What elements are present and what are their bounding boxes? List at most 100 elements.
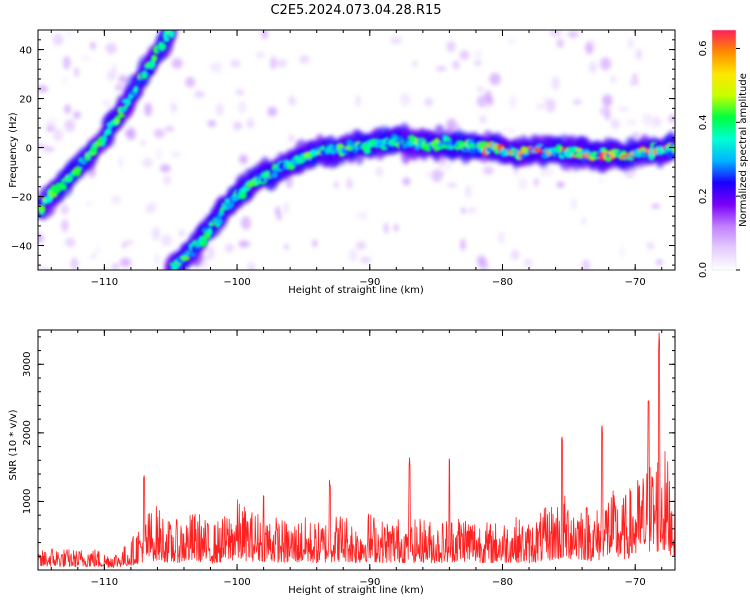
heat-noise-cell xyxy=(556,38,564,48)
heat-noise-cell xyxy=(540,168,546,177)
heat-noise-cell xyxy=(452,60,460,70)
heat-noise-cell xyxy=(214,60,223,74)
heat-noise-cell xyxy=(533,178,539,187)
heat-noise-cell xyxy=(276,212,283,221)
heat-noise-cell xyxy=(504,127,516,134)
heat-noise-cell xyxy=(545,98,556,113)
heat-noise-cell xyxy=(445,162,451,171)
heat-noise-cell xyxy=(556,181,565,188)
heat-noise-cell xyxy=(459,50,470,61)
snr-frame xyxy=(37,329,676,571)
snr-chart: −110 −100 −90 −80 −70 1000 2000 3000 Height of… xyxy=(8,329,676,596)
heat-noise-cell xyxy=(651,203,661,209)
heat-noise-cell xyxy=(170,152,182,157)
heat-noise-cell xyxy=(255,51,266,58)
colorbar: 0.0 0.2 0.4 0.6 Normalized spectral amplitu… xyxy=(698,29,749,278)
spectrogram-heat-layer xyxy=(38,30,675,270)
heat-noise-cell xyxy=(62,75,68,86)
heat-noise-cell xyxy=(124,240,134,245)
heat-noise-cell xyxy=(551,76,560,91)
heat-noise-cell xyxy=(497,231,505,244)
heat-noise-cell xyxy=(384,222,389,234)
heat-noise-cell xyxy=(208,245,215,259)
heat-noise-cell xyxy=(124,131,134,136)
heat-noise-cell xyxy=(348,248,358,262)
heat-noise-cell xyxy=(362,211,368,221)
heat-noise-cell xyxy=(270,56,277,70)
heat-noise-cell xyxy=(238,240,250,248)
colorbar-ticks: 0.0 0.2 0.4 0.6 xyxy=(698,41,740,278)
heat-noise-cell xyxy=(651,116,662,128)
heat-noise-cell xyxy=(156,147,162,161)
heat-noise-cell xyxy=(629,79,640,86)
heat-noise-cell xyxy=(162,175,172,185)
heat-noise-cell xyxy=(178,229,185,237)
heat-noise-cell xyxy=(288,94,295,104)
heat-noise-cell xyxy=(479,115,487,124)
heat-noise-cell xyxy=(571,197,577,211)
heat-noise-cell xyxy=(111,263,120,270)
heat-noise-cell xyxy=(390,36,402,45)
heat-noise-cell xyxy=(460,238,466,251)
x-tick-label: −90 xyxy=(359,577,380,588)
heat-noise-cell xyxy=(375,166,384,177)
heat-noise-cell xyxy=(121,242,127,249)
heat-noise-cell xyxy=(625,119,637,126)
heat-noise-cell xyxy=(91,253,96,260)
heat-noise-cell xyxy=(524,258,533,267)
heat-noise-cell xyxy=(635,48,643,61)
heat-noise-cell xyxy=(230,59,241,68)
heat-noise-cell xyxy=(53,128,64,142)
heat-noise-cell xyxy=(118,156,123,169)
heat-noise-cell xyxy=(60,204,69,215)
x-tick-label: −80 xyxy=(492,577,513,588)
x-tick-label: −70 xyxy=(625,277,646,288)
heat-noise-cell xyxy=(63,55,71,70)
heat-noise-cell xyxy=(283,202,289,214)
heat-noise-cell xyxy=(517,177,528,191)
heat-noise-cell xyxy=(460,207,466,214)
heat-noise-cell xyxy=(600,57,612,71)
y-tick-label: 3000 xyxy=(22,352,33,377)
colorbar-frame xyxy=(711,29,737,271)
heat-noise-cell xyxy=(159,164,171,173)
heat-noise-cell xyxy=(507,37,516,45)
y-tick-label: 0 xyxy=(26,144,32,155)
x-tick-label: −70 xyxy=(625,577,646,588)
heat-noise-cell xyxy=(238,154,248,165)
heat-noise-cell xyxy=(312,239,318,248)
x-tick-label: −100 xyxy=(223,277,250,288)
y-tick-label: 40 xyxy=(19,46,32,57)
y-tick-label: 1000 xyxy=(22,489,33,514)
spectrogram-x-label: Height of straight line (km) xyxy=(288,285,424,296)
heat-noise-cell xyxy=(148,201,157,213)
heat-noise-cell xyxy=(102,99,112,108)
colorbar-label: Normalized spectral amplitude xyxy=(738,73,749,227)
heat-noise-cell xyxy=(267,106,278,117)
heat-noise-cell xyxy=(235,88,245,96)
heat-noise-cell xyxy=(140,140,146,146)
heat-noise-cell xyxy=(110,195,122,205)
heat-noise-cell xyxy=(446,118,457,132)
heat-noise-cell xyxy=(489,72,501,86)
heat-noise-cell xyxy=(201,261,207,270)
heat-ridge xyxy=(38,30,178,221)
heat-noise-cell xyxy=(74,67,80,78)
heat-noise-cell xyxy=(299,55,310,64)
heat-noise-cell xyxy=(567,30,579,38)
heat-noise-cell xyxy=(80,56,92,61)
heat-noise-cell xyxy=(465,184,472,199)
snr-x-label: Height of straight line (km) xyxy=(288,585,424,596)
y-tick-label: 2000 xyxy=(22,420,33,445)
heat-noise-cell xyxy=(581,217,586,226)
heat-noise-group xyxy=(38,30,675,270)
heat-noise-cell xyxy=(360,256,372,264)
heat-noise-cell xyxy=(194,90,205,98)
y-tick-label: −40 xyxy=(11,242,32,253)
heat-noise-cell xyxy=(65,237,76,247)
heat-noise-cell xyxy=(346,178,353,190)
heat-noise-cell xyxy=(598,178,604,184)
figure-title: C2E5.2024.073.04.28.R15 xyxy=(270,3,441,18)
heat-noise-cell xyxy=(435,66,447,72)
heat-noise-cell xyxy=(466,207,477,214)
